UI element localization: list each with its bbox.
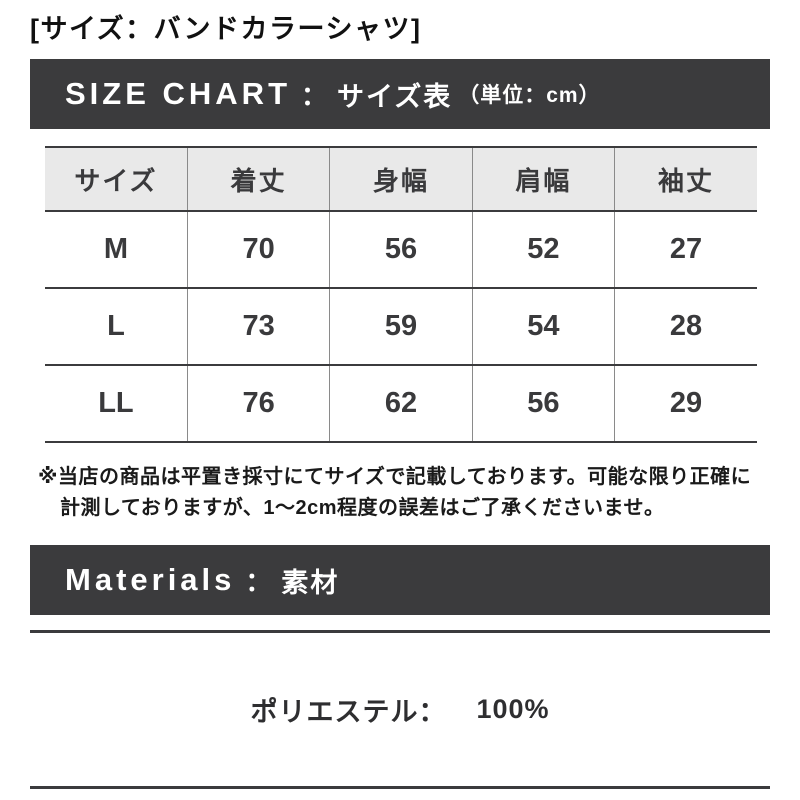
size-chart-heading-separator: ： bbox=[301, 80, 328, 111]
sleeve-length-value: 28 bbox=[614, 288, 757, 366]
measurement-note: ※当店の商品は平置き採寸にてサイズで記載しております。可能な限り正確に 計測して… bbox=[38, 462, 770, 524]
size-table-header-row: サイズ 着丈 身幅 肩幅 袖丈 bbox=[45, 147, 757, 212]
body-length-value: 70 bbox=[186, 211, 330, 289]
shoulder-width-value: 52 bbox=[471, 211, 615, 289]
shoulder-width-value: 56 bbox=[471, 365, 615, 443]
column-header-size: サイズ bbox=[45, 147, 188, 212]
shoulder-width-value: 54 bbox=[471, 288, 615, 366]
page-title: [サイズ：バンドカラーシャツ] bbox=[30, 14, 422, 44]
sleeve-length-value: 29 bbox=[614, 365, 757, 443]
divider-top bbox=[30, 630, 770, 633]
body-length-value: 73 bbox=[186, 288, 330, 366]
column-header-body-length: 着丈 bbox=[186, 147, 330, 212]
size-label: M bbox=[45, 211, 188, 289]
size-chart-heading-jp: サイズ表 bbox=[337, 81, 453, 112]
material-value: 100% bbox=[476, 694, 550, 724]
size-chart-header-bar: SIZE CHART ： サイズ表 （単位：cm） bbox=[30, 59, 770, 129]
materials-heading-separator: ： bbox=[245, 566, 272, 597]
column-header-body-width: 身幅 bbox=[329, 147, 473, 212]
size-label: L bbox=[45, 288, 188, 366]
table-row-l: L 73 59 54 28 bbox=[45, 288, 757, 366]
table-row-m: M 70 56 52 27 bbox=[45, 211, 757, 289]
body-width-value: 62 bbox=[329, 365, 473, 443]
measurement-note-line2: 計測しておりますが、1～2cm程度の誤差はご了承くださいませ。 bbox=[60, 497, 665, 519]
materials-header-bar: Materials ： 素材 bbox=[30, 545, 770, 615]
sleeve-length-value: 27 bbox=[614, 211, 757, 289]
size-label: LL bbox=[45, 365, 188, 443]
materials-heading-en: Materials bbox=[65, 562, 236, 597]
materials-section: ポリエステル： 100% bbox=[30, 630, 770, 789]
materials-heading-jp: 素材 bbox=[281, 567, 340, 598]
size-chart-heading-en: SIZE CHART bbox=[65, 76, 291, 111]
column-header-sleeve-length: 袖丈 bbox=[614, 147, 757, 212]
material-name: ポリエステル： bbox=[250, 697, 447, 727]
table-row-ll: LL 76 62 56 29 bbox=[45, 365, 757, 443]
size-table-body: M 70 56 52 27 L 73 59 54 28 LL 76 62 56 … bbox=[45, 211, 757, 443]
size-table: サイズ 着丈 身幅 肩幅 袖丈 M 70 56 52 27 L 73 59 54… bbox=[45, 146, 757, 443]
size-chart-unit-label: （単位：cm） bbox=[458, 84, 601, 107]
size-table-head: サイズ 着丈 身幅 肩幅 袖丈 bbox=[45, 147, 757, 212]
material-item: ポリエステル： 100% bbox=[30, 633, 770, 786]
body-length-value: 76 bbox=[186, 365, 330, 443]
column-header-shoulder-width: 肩幅 bbox=[471, 147, 615, 212]
divider-bottom bbox=[30, 786, 770, 789]
body-width-value: 59 bbox=[329, 288, 473, 366]
measurement-note-line1: ※当店の商品は平置き採寸にてサイズで記載しております。可能な限り正確に bbox=[38, 466, 752, 488]
body-width-value: 56 bbox=[329, 211, 473, 289]
